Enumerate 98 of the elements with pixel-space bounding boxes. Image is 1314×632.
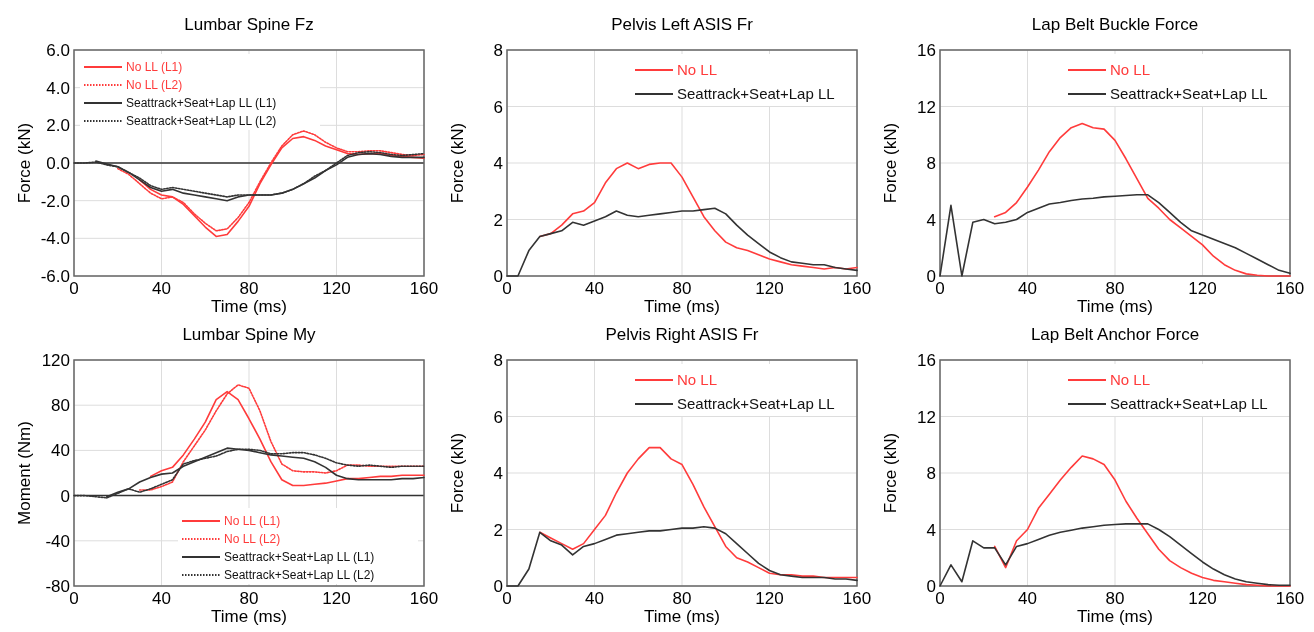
legend-label: Seattrack+Seat+Lap LL (L1) <box>224 550 375 565</box>
y-axis-title: Force (kN) <box>881 122 900 204</box>
legend-label: Seattrack+Seat+Lap LL <box>1110 85 1268 103</box>
y-tick-label: 6 <box>493 407 503 427</box>
x-axis-title: Time (ms) <box>644 297 720 316</box>
legend-label: Seattrack+Seat+Lap LL (L2) <box>126 114 277 129</box>
y-tick-label: 4 <box>493 154 503 173</box>
x-tick-label: 160 <box>842 279 872 298</box>
x-tick-label: 40 <box>585 279 604 298</box>
y-tick-label: 0 <box>926 577 936 596</box>
x-tick-label: 120 <box>322 589 351 608</box>
x-tick-label: 160 <box>842 589 872 608</box>
y-tick-label: 6.0 <box>46 41 70 60</box>
line-series <box>939 523 1291 587</box>
y-axis-title: Force (kN) <box>448 432 467 514</box>
y-tick-label: 4 <box>493 464 503 483</box>
y-tick-label: 40 <box>51 441 70 461</box>
y-tick-label: 2 <box>493 210 503 230</box>
chart-title: Pelvis Left ASIS Fr <box>611 15 754 34</box>
y-axis-title: Force (kN) <box>448 122 467 204</box>
x-tick-label: 160 <box>1275 589 1305 608</box>
line-series <box>506 525 858 587</box>
x-tick-label: 80 <box>1105 279 1125 298</box>
y-tick-label: 8 <box>926 154 936 173</box>
legend-label: Seattrack+Seat+Lap LL <box>1110 395 1268 413</box>
line-series <box>539 446 858 579</box>
chart-title: Lap Belt Buckle Force <box>1031 15 1199 34</box>
legend-label: No LL (L2) <box>224 532 281 547</box>
x-tick-label: 160 <box>1275 279 1305 298</box>
x-tick-label: 120 <box>755 279 784 298</box>
x-tick-label: 40 <box>152 279 171 298</box>
x-tick-label: 160 <box>409 279 439 298</box>
x-tick-label: 40 <box>152 589 171 608</box>
y-tick-label: 4 <box>926 210 936 230</box>
x-tick-label: 80 <box>672 589 692 608</box>
y-tick-label: 2 <box>493 520 503 540</box>
x-tick-label: 80 <box>239 589 259 608</box>
y-tick-label: -4.0 <box>40 229 70 249</box>
legend-label: Seattrack+Seat+Lap LL <box>677 85 835 103</box>
y-tick-label: 8 <box>493 41 503 60</box>
y-tick-label: 0 <box>60 486 70 506</box>
y-tick-label: -6.0 <box>40 267 70 286</box>
y-tick-label: 0 <box>926 267 936 286</box>
legend-label: No LL <box>1110 61 1151 79</box>
legend-label: Seattrack+Seat+Lap LL (L1) <box>126 96 277 111</box>
chart-title: Lumbar Spine Fz <box>184 15 314 34</box>
x-tick-label: 120 <box>1188 279 1217 298</box>
x-tick-label: 40 <box>585 589 604 608</box>
legend-label: No LL <box>1110 371 1151 389</box>
y-tick-label: 4.0 <box>46 78 70 98</box>
legend-label: Seattrack+Seat+Lap LL <box>677 395 835 413</box>
y-tick-label: -2.0 <box>40 191 70 211</box>
y-axis-title: Moment (Nm) <box>15 421 34 525</box>
y-tick-label: 0.0 <box>46 154 70 173</box>
chart-title: Pelvis Right ASIS Fr <box>605 325 759 344</box>
x-axis-title: Time (ms) <box>1077 607 1153 626</box>
x-axis-title: Time (ms) <box>1077 297 1153 316</box>
x-tick-label: 120 <box>1188 589 1217 608</box>
line-series <box>939 193 1291 277</box>
x-tick-label: 80 <box>1105 589 1125 608</box>
y-tick-label: 16 <box>917 351 936 370</box>
y-tick-label: 12 <box>917 407 936 427</box>
x-axis-title: Time (ms) <box>211 607 287 626</box>
line-series <box>993 455 1291 587</box>
y-tick-label: 16 <box>917 41 936 60</box>
legend-label: No LL (L2) <box>126 78 183 93</box>
y-tick-label: -40 <box>45 531 70 551</box>
line-series <box>506 207 858 277</box>
x-tick-label: 80 <box>239 279 259 298</box>
chart-title: Lumbar Spine My <box>182 325 317 344</box>
x-tick-label: 80 <box>672 279 692 298</box>
x-tick-label: 40 <box>1018 589 1037 608</box>
y-tick-label: -80 <box>45 577 70 596</box>
x-tick-label: 120 <box>755 589 784 608</box>
y-tick-label: 4 <box>926 520 936 540</box>
y-tick-label: 6 <box>493 97 503 117</box>
y-axis-title: Force (kN) <box>881 432 900 514</box>
legend-label: No LL (L1) <box>126 60 183 75</box>
y-tick-label: 80 <box>51 396 70 416</box>
y-axis-title: Force (kN) <box>15 122 34 204</box>
x-tick-label: 120 <box>322 279 351 298</box>
x-tick-label: 160 <box>409 589 439 608</box>
y-tick-label: 0 <box>493 577 503 596</box>
x-axis-title: Time (ms) <box>644 607 720 626</box>
legend-label: No LL <box>677 371 718 389</box>
y-tick-label: 8 <box>493 351 503 370</box>
x-tick-label: 40 <box>1018 279 1037 298</box>
y-tick-label: 120 <box>41 351 70 370</box>
y-tick-label: 2.0 <box>46 116 70 136</box>
y-tick-label: 12 <box>917 97 936 117</box>
legend-label: No LL <box>677 61 718 79</box>
y-tick-label: 8 <box>926 464 936 483</box>
legend-label: Seattrack+Seat+Lap LL (L2) <box>224 568 375 583</box>
line-series <box>993 122 1291 277</box>
legend-label: No LL (L1) <box>224 514 281 529</box>
x-axis-title: Time (ms) <box>211 297 287 316</box>
y-tick-label: 0 <box>493 267 503 286</box>
chart-title: Lap Belt Anchor Force <box>1030 325 1200 344</box>
